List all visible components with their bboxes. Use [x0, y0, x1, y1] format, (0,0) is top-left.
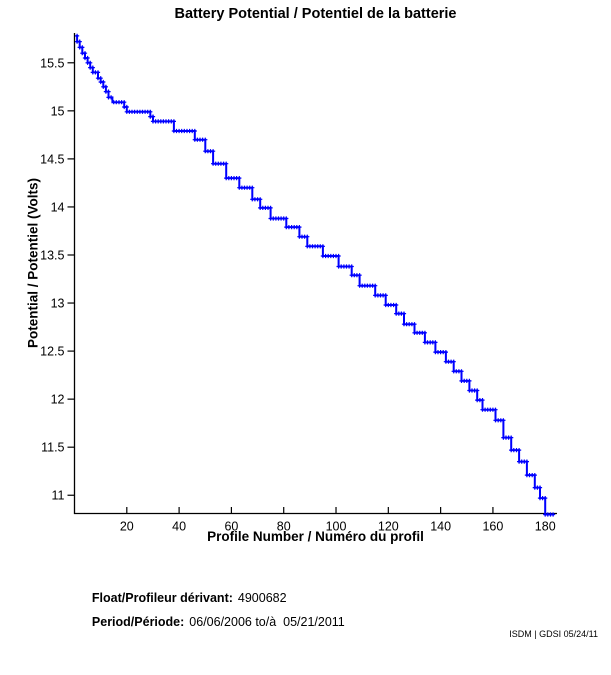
x-tick-label: 120	[378, 520, 399, 534]
y-tick-label: 11.5	[41, 441, 64, 455]
x-tick-label: 80	[277, 520, 291, 534]
x-tick-label: 20	[120, 520, 134, 534]
float-id-label: Float/Profileur dérivant:	[91, 591, 233, 605]
chart-title: Battery Potential / Potentiel de la batt…	[174, 6, 457, 22]
x-tick-label: 160	[482, 520, 503, 534]
y-tick-label: 12	[51, 393, 65, 407]
period-value: 06/06/2006 to/à 05/21/2011	[189, 615, 345, 629]
data-series-line	[75, 34, 554, 516]
y-tick-label: 12.5	[40, 345, 64, 359]
period-line: Period/Période: 06/06/2006 to/à 05/21/201…	[78, 601, 345, 643]
y-tick-label: 15.5	[40, 56, 64, 70]
float-id-value: 4900682	[237, 591, 287, 605]
x-axis-label: Profile Number / Numéro du profil	[207, 529, 424, 544]
x-tick-label: 100	[326, 520, 347, 534]
x-tick-label: 60	[224, 520, 238, 534]
y-tick-label: 13	[51, 297, 65, 311]
y-tick-label: 15	[51, 104, 65, 118]
x-tick-label: 40	[172, 520, 186, 534]
float-id-line: Float/Profileur dérivant: 4900682	[78, 577, 287, 619]
y-tick-label: 11	[52, 489, 65, 503]
y-tick-label: 14	[51, 200, 65, 214]
y-tick-label: 14.5	[40, 152, 64, 166]
data-point-markers	[75, 33, 556, 517]
x-tick-label: 180	[535, 520, 556, 534]
period-label: Period/Période:	[91, 615, 185, 629]
x-tick-label: 140	[430, 520, 451, 534]
y-tick-label: 13.5	[40, 248, 64, 262]
agency-credit: ISDM | GDSI 05/24/11	[509, 629, 598, 639]
